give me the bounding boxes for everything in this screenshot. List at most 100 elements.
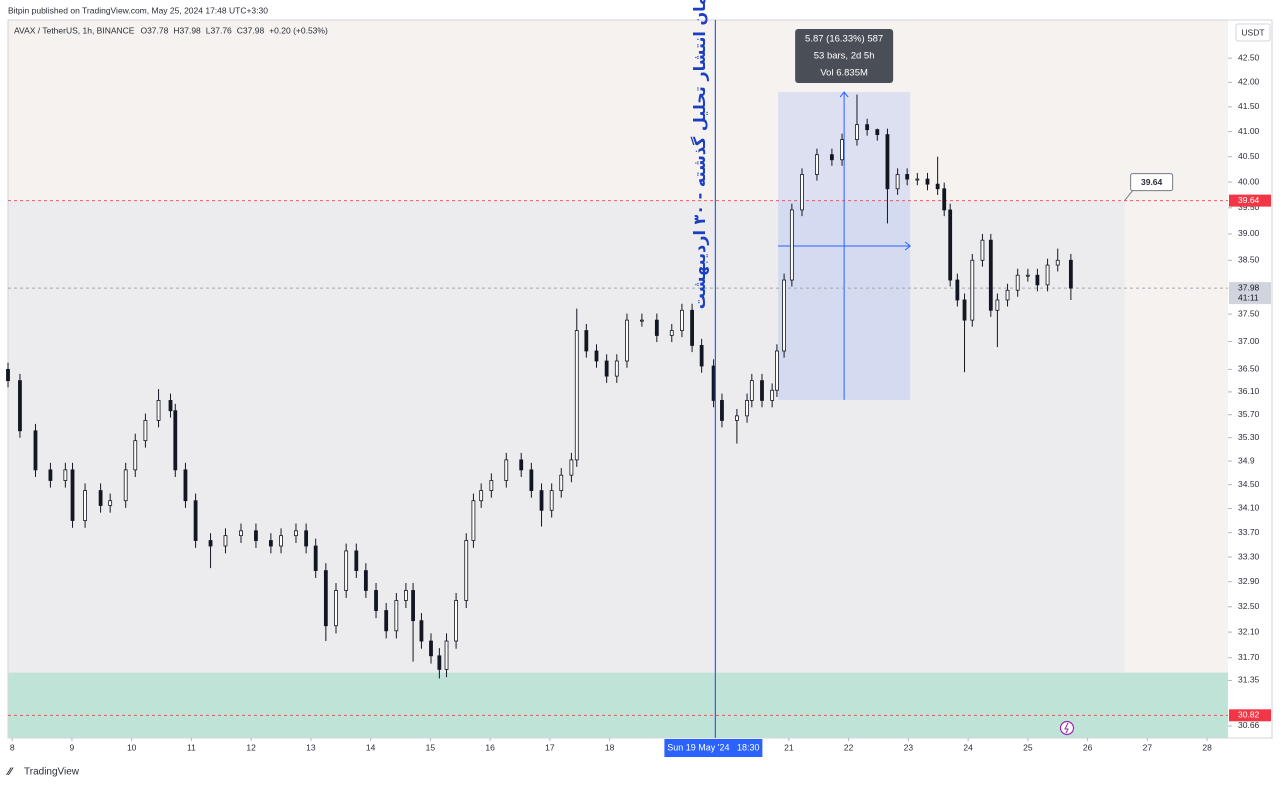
candle-body <box>720 400 724 421</box>
x-tick-label: 16 <box>485 742 495 752</box>
ohlc-value: H37.98 <box>173 25 201 35</box>
y-tick-label: 37.00 <box>1238 336 1260 346</box>
x-tick-label: 18 <box>605 742 615 752</box>
y-tick-label: 35.70 <box>1238 409 1260 419</box>
candle-body <box>1015 274 1020 291</box>
currency-box <box>1235 23 1271 42</box>
candle-body <box>33 430 38 471</box>
candle-body <box>988 239 993 311</box>
ohlc-value: L37.76 <box>206 25 232 35</box>
candle-body <box>865 124 870 131</box>
ohlc-value: O37.78 <box>140 25 168 35</box>
candle-body <box>995 299 1000 311</box>
candle-body <box>208 540 213 547</box>
x-tick-label: 15 <box>426 742 436 752</box>
candle-body <box>156 400 161 421</box>
candle-body <box>437 655 442 670</box>
candle-body <box>183 469 188 502</box>
candle-body <box>745 400 749 417</box>
x-tick-label: 26 <box>1083 742 1093 752</box>
y-tick-label: 38.50 <box>1238 255 1260 265</box>
y-tick-label: 36.50 <box>1238 364 1260 374</box>
candle-body <box>63 469 68 481</box>
candle-body <box>411 590 415 622</box>
candle-body <box>334 590 338 627</box>
crosshair-label: Sun 19 May '24 18:30 <box>667 742 759 752</box>
candle-body <box>464 540 469 601</box>
candle-body <box>504 459 509 481</box>
x-tick-label: 22 <box>844 742 854 752</box>
candle-body <box>690 309 694 346</box>
candle-body <box>363 570 368 591</box>
candle-body <box>800 174 804 211</box>
candle-body <box>584 330 589 352</box>
y-tick-label: 42.50 <box>1238 52 1260 62</box>
x-tick-label: 9 <box>70 742 75 752</box>
candle-body <box>168 400 173 412</box>
candle-body <box>454 600 458 642</box>
publisher-line: Bitpin published on TradingView.com, May… <box>8 5 268 15</box>
candle-body <box>782 279 786 352</box>
y-tick-label: 33.70 <box>1238 527 1260 537</box>
logo-mark: ⁄⁄ <box>5 766 14 778</box>
candle-body <box>970 259 975 321</box>
candle-body <box>384 610 389 632</box>
candle-body <box>925 178 930 185</box>
candle-body <box>344 550 349 591</box>
candle-body <box>133 440 138 471</box>
candle-body <box>699 345 704 367</box>
candle-body <box>444 640 449 670</box>
price-label-box <box>1229 194 1271 207</box>
candle-body <box>549 490 554 511</box>
candle-body <box>614 360 619 377</box>
y-tick-label: 40.00 <box>1238 176 1260 186</box>
marks <box>6 94 1073 679</box>
callout-pointer <box>1124 190 1134 201</box>
candle-body <box>18 380 22 432</box>
y-tick-label: 39.50 <box>1238 202 1260 212</box>
x-tick-label: 10 <box>127 742 137 752</box>
measure-tooltip <box>795 29 894 83</box>
x-tick-label: 28 <box>1202 742 1212 752</box>
change: +0.20 (+0.53%) <box>269 25 328 35</box>
candle-body <box>840 139 844 161</box>
measure-arrow-right <box>904 241 911 251</box>
x-tick-label: 8 <box>10 742 15 752</box>
y-tick-label: 32.10 <box>1238 626 1260 636</box>
price-label-box <box>1229 709 1271 722</box>
y-tick-label: 34.50 <box>1238 479 1260 489</box>
candle-body <box>6 368 10 382</box>
candle-body <box>569 459 574 476</box>
candle-body <box>489 480 494 491</box>
candle-body <box>48 469 53 481</box>
support-zone <box>8 672 1228 738</box>
candle-body <box>770 389 775 401</box>
candle-body <box>669 330 674 336</box>
candle-body <box>193 500 198 541</box>
candle-body <box>639 319 644 322</box>
callout-text: 39.64 <box>1141 177 1163 187</box>
candle-body <box>680 309 684 331</box>
candle-body <box>419 620 424 642</box>
y-tick-label: 33.30 <box>1238 551 1260 561</box>
candle-body <box>875 129 880 136</box>
candle-body <box>948 209 953 281</box>
candle-body <box>962 299 967 321</box>
logo: ⁄⁄ TradingView <box>5 766 80 778</box>
candle-body <box>625 319 629 362</box>
candle-body <box>173 410 178 471</box>
candle-body <box>239 530 243 537</box>
candle-body <box>519 459 524 471</box>
x-tick-label: 25 <box>1023 742 1033 752</box>
candle-body <box>108 500 113 506</box>
price-label: 37.98 <box>1238 282 1260 292</box>
price-label-box <box>1229 282 1271 305</box>
candle-body <box>654 319 659 336</box>
candle-body <box>980 239 985 261</box>
candle-body <box>885 134 890 190</box>
x-tick-label: 27 <box>1143 742 1153 752</box>
y-tick-label: 34.10 <box>1238 503 1260 513</box>
candle-body <box>529 469 534 491</box>
candle-body <box>98 490 103 506</box>
y-tick-label: 40.50 <box>1238 151 1260 161</box>
